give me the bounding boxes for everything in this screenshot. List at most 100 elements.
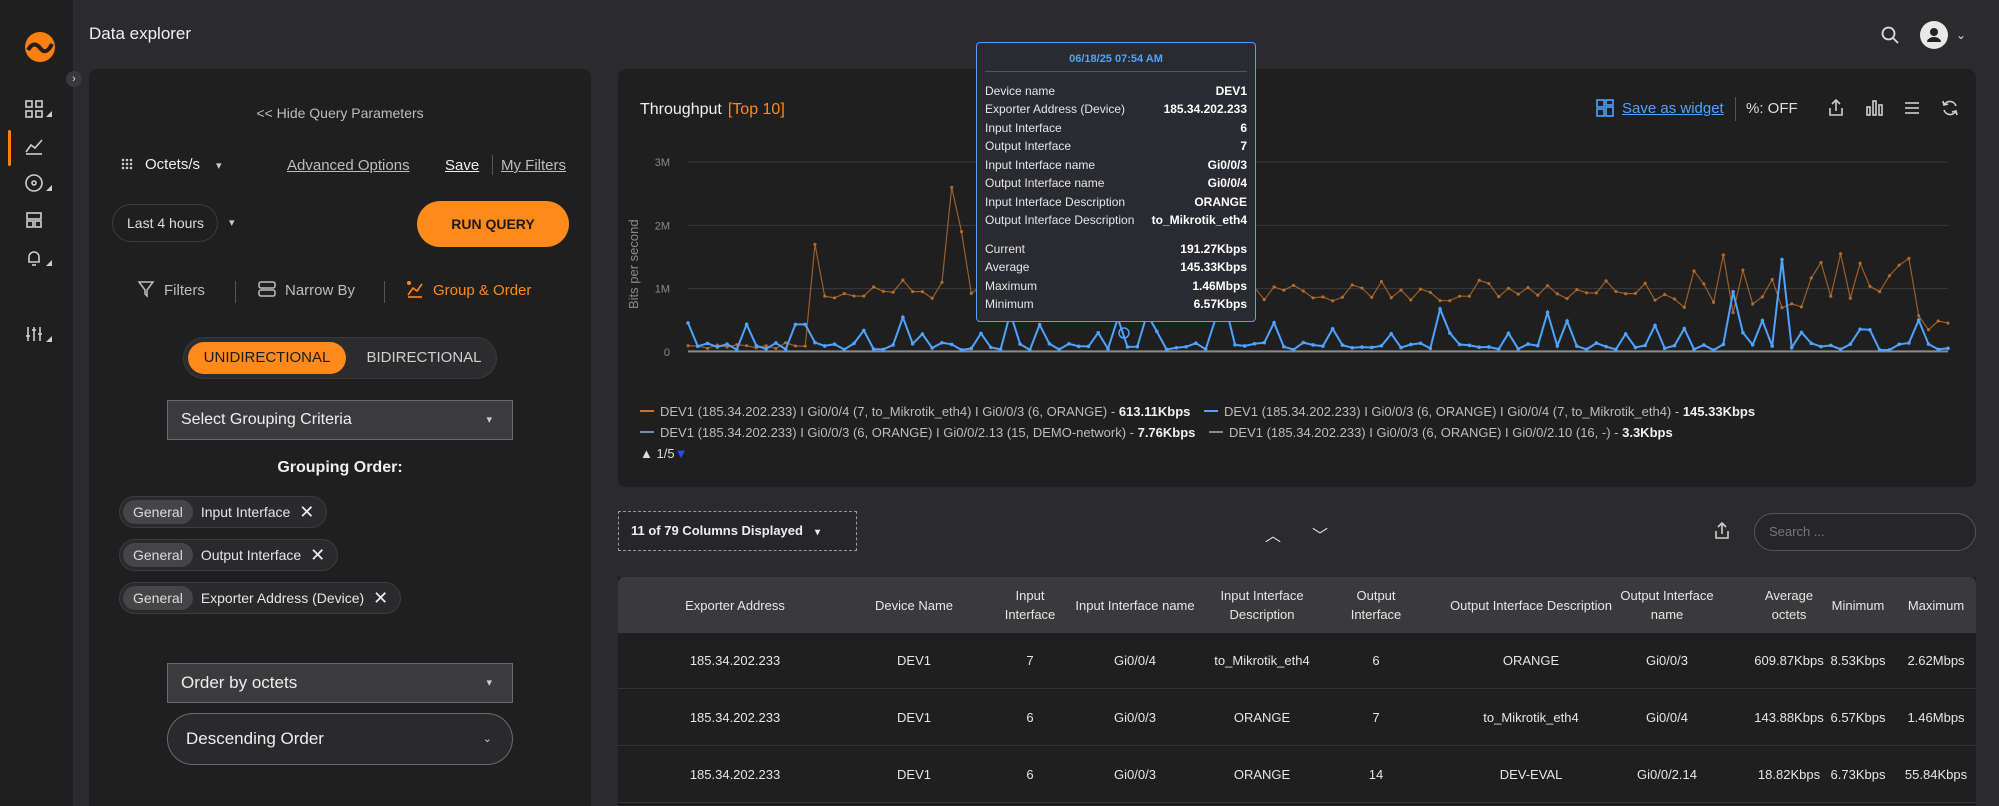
save-link[interactable]: Save: [445, 157, 480, 174]
column-header[interactable]: Output Interface: [1350, 588, 1402, 622]
chevron-up-icon[interactable]: ︿: [1265, 528, 1282, 545]
column-header[interactable]: Device Name: [874, 597, 954, 613]
tooltip-row: Output Interface Description to_Mikrotik_…: [985, 213, 1247, 229]
share-icon[interactable]: [1826, 98, 1846, 118]
data-point: [852, 341, 856, 346]
percent-toggle[interactable]: %: OFF: [1746, 100, 1798, 117]
legend-text: DEV1 (185.34.202.233) I Gi0/0/4 (7, to_M…: [660, 404, 1119, 419]
data-point: [1838, 252, 1843, 256]
table-row[interactable]: 185.34.202.233 DEV1 6 Gi0/0/3 ORANGE 14 DEV-EV…: [618, 747, 1976, 803]
data-point: [1350, 345, 1354, 350]
column-header[interactable]: Input Interface name: [1075, 597, 1195, 613]
dashboards-icon[interactable]: [24, 99, 56, 123]
data-point: [1311, 343, 1315, 347]
metric-select[interactable]: Octets/s ▾: [121, 156, 222, 173]
table-cell: 609.87Kbps: [1754, 653, 1824, 668]
column-header[interactable]: Input Interface Description: [1220, 588, 1304, 622]
export-icon[interactable]: [1712, 521, 1732, 541]
advanced-options-link[interactable]: Advanced Options: [287, 157, 410, 174]
chevron-down-icon[interactable]: ⌄: [1956, 28, 1967, 42]
table-row[interactable]: 185.34.202.233 DEV1 7 Gi0/0/4 to_Mikrotik_et…: [618, 633, 1976, 689]
table-search-input[interactable]: Search ...: [1754, 513, 1976, 551]
grouping-criteria-select[interactable]: Select Grouping Criteria ▾: [167, 400, 513, 440]
data-point: [1086, 344, 1091, 349]
data-point: [1428, 290, 1432, 294]
table-cell: 6: [1026, 767, 1034, 782]
close-icon[interactable]: ✕: [373, 588, 389, 608]
run-query-button[interactable]: RUN QUERY: [417, 201, 569, 247]
data-point: [871, 285, 876, 289]
data-point: [1467, 343, 1472, 348]
my-filters-link[interactable]: My Filters: [501, 157, 566, 174]
tooltip-key: Output Interface name: [985, 176, 1105, 190]
column-header[interactable]: Average octets: [1764, 588, 1814, 622]
data-point: [1770, 277, 1774, 282]
chevron-down-icon[interactable]: ﹀: [1312, 528, 1329, 545]
legend-item[interactable]: DEV1 (185.34.202.233) I Gi0/0/3 (6, ORAN…: [1209, 425, 1673, 440]
chip-tag: General: [123, 500, 193, 524]
throughput-chart[interactable]: 01M2M3M06:45 AM07:00 AM07:15 AM07:30 AM0…: [618, 69, 1976, 369]
tab-narrow-by[interactable]: Narrow By: [257, 279, 355, 299]
app-logo-icon[interactable]: [23, 30, 57, 64]
unidirectional-option[interactable]: UNIDIRECTIONAL: [188, 342, 346, 374]
page-up-icon[interactable]: ▲: [640, 446, 653, 461]
data-point: [745, 344, 749, 348]
legend-item[interactable]: DEV1 (185.34.202.233) I Gi0/0/3 (6, ORAN…: [1204, 404, 1755, 419]
avatar[interactable]: [1920, 21, 1948, 49]
legend-item[interactable]: DEV1 (185.34.202.233) I Gi0/0/3 (6, ORAN…: [640, 425, 1195, 440]
table-cell: 6: [1026, 710, 1034, 725]
tooltip-key: Output Interface Description: [985, 213, 1135, 227]
column-header[interactable]: Output Interface name: [1620, 588, 1714, 622]
column-header[interactable]: Output Interface Description: [1450, 597, 1612, 613]
hide-query-toggle[interactable]: << Hide Query Parameters: [89, 105, 591, 121]
column-header[interactable]: Maximum: [1907, 597, 1965, 613]
divider: [384, 281, 385, 303]
tab-group-order[interactable]: Group & Order: [405, 279, 531, 299]
data-point: [784, 341, 788, 345]
close-icon[interactable]: ✕: [310, 545, 326, 565]
columns-displayed-label: 11 of 79 Columns Displayed: [631, 523, 803, 538]
data-point: [1516, 347, 1521, 351]
order-direction-select[interactable]: Descending Order ⌄: [167, 713, 513, 765]
page-down-icon[interactable]: ▼: [674, 446, 688, 461]
data-point: [1721, 342, 1726, 347]
data-point: [1184, 344, 1188, 349]
widget-icon[interactable]: [1595, 98, 1615, 118]
network-icon[interactable]: [24, 173, 56, 197]
data-point: [1535, 343, 1540, 348]
search-icon[interactable]: [1880, 25, 1900, 45]
expand-rail-icon[interactable]: ›: [66, 71, 82, 87]
chip-label: Exporter Address (Device): [200, 590, 365, 606]
order-by-select[interactable]: Order by octets ▾: [167, 663, 513, 703]
time-range-select[interactable]: Last 4 hours: [112, 204, 218, 242]
table-cell: DEV1: [897, 767, 931, 782]
tab-filters[interactable]: Filters: [136, 279, 205, 299]
save-as-widget-link[interactable]: Save as widget: [1622, 100, 1724, 117]
data-point: [862, 328, 866, 333]
legend-item[interactable]: DEV1 (185.34.202.233) I Gi0/0/4 (7, to_M…: [640, 404, 1190, 419]
data-point: [1399, 345, 1403, 350]
data-point: [1360, 286, 1364, 290]
close-icon[interactable]: ✕: [299, 502, 315, 522]
refresh-icon[interactable]: [1940, 98, 1960, 118]
column-header[interactable]: Minimum: [1831, 597, 1885, 613]
chevron-down-icon[interactable]: ▾: [229, 217, 235, 229]
settings-sliders-icon[interactable]: [24, 324, 56, 348]
alerts-bell-icon[interactable]: [24, 248, 56, 272]
column-header[interactable]: Input Interface: [1004, 588, 1056, 622]
data-point: [1760, 295, 1765, 299]
data-point: [1663, 292, 1667, 297]
column-header[interactable]: Exporter Address: [685, 597, 785, 613]
menu-icon[interactable]: [1902, 98, 1922, 118]
data-point: [1643, 281, 1647, 285]
legend-marker: [640, 410, 654, 412]
columns-displayed-button[interactable]: 11 of 79 Columns Displayed ▾: [618, 511, 857, 551]
inventory-icon[interactable]: [24, 210, 56, 234]
bar-chart-icon[interactable]: [1864, 98, 1884, 118]
data-explorer-icon[interactable]: [8, 130, 56, 166]
data-point: [1780, 306, 1784, 310]
bidirectional-option[interactable]: BIDIRECTIONAL: [366, 349, 482, 366]
data-point: [1887, 348, 1892, 352]
table-row[interactable]: 185.34.202.233 DEV1 6 Gi0/0/3 ORANGE 7 to_Mikr…: [618, 690, 1976, 746]
table-cell: DEV1: [897, 710, 931, 725]
